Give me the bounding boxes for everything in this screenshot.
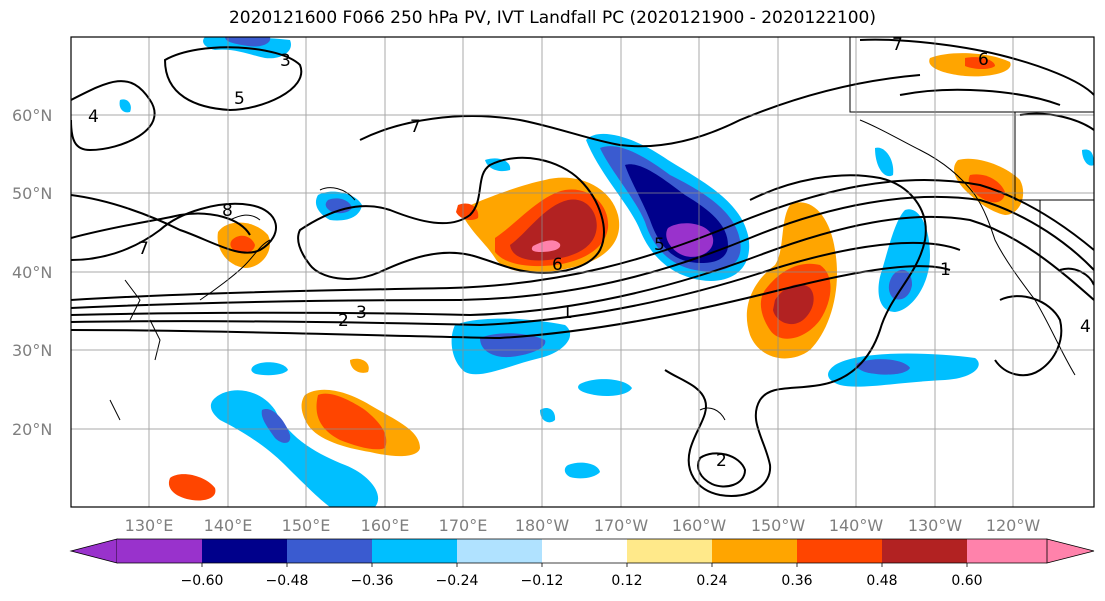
contour-label: 6 — [978, 50, 989, 70]
lon-label-130w: 130°W — [908, 516, 963, 535]
lat-label-30n: 30°N — [12, 341, 52, 360]
colorbar-bin — [202, 539, 287, 563]
colorbar-bin — [712, 539, 797, 563]
contour-label: 5 — [234, 89, 245, 109]
colorbar-bin — [967, 539, 1047, 563]
colorbar-tick-label: −0.36 — [351, 573, 394, 589]
contour-labels: 4 5 3 8 7 7 6 2 3 1 5 1 6 7 2 4 — [88, 35, 1091, 471]
contour-label: 3 — [356, 303, 367, 323]
lon-label-150e: 150°E — [282, 516, 331, 535]
lat-label-20n: 20°N — [12, 420, 52, 439]
colorbar-tick-label: −0.24 — [436, 573, 479, 589]
lon-label-170w: 170°W — [594, 516, 649, 535]
contour-label: 2 — [338, 311, 349, 331]
lon-label-170e: 170°E — [439, 516, 488, 535]
colorbar-tick-label: 0.48 — [866, 573, 897, 589]
contour-label: 8 — [222, 201, 233, 221]
lon-label-140w: 140°W — [829, 516, 884, 535]
map-title: 2020121600 F066 250 hPa PV, IVT Landfall… — [228, 8, 876, 28]
lat-label-50n: 50°N — [12, 184, 52, 203]
contour-label: 7 — [410, 117, 421, 137]
colorbar: −0.60 −0.48 −0.36 −0.24 −0.12 0.12 0.24 … — [69, 538, 1095, 589]
colorbar-tick-label: −0.12 — [521, 573, 564, 589]
lon-label-130e: 130°E — [125, 516, 174, 535]
colorbar-tick-label: 0.24 — [696, 573, 727, 589]
colorbar-tick-label: 0.60 — [951, 573, 982, 589]
latitude-labels: 60°N 50°N 40°N 30°N 20°N — [12, 106, 52, 439]
contour-label: 7 — [138, 239, 149, 259]
contour-label: 1 — [562, 303, 573, 323]
contour-label: 6 — [552, 255, 563, 275]
lat-lon-gridlines — [71, 37, 1094, 507]
colorbar-bin — [882, 539, 967, 563]
colorbar-bin — [287, 539, 372, 563]
contour-label: 1 — [940, 260, 951, 280]
colorbar-bin — [117, 539, 202, 563]
coastlines — [71, 37, 1094, 507]
colorbar-bin — [457, 539, 542, 563]
contour-label: 2 — [716, 451, 727, 471]
lon-label-120w: 120°W — [986, 516, 1041, 535]
contour-label: 7 — [892, 35, 903, 55]
colorbar-bin — [372, 539, 457, 563]
colorbar-ticks — [201, 563, 968, 567]
lon-label-180w: 180°W — [515, 516, 570, 535]
map-frame — [70, 36, 1095, 508]
colorbar-extend-high — [1046, 538, 1095, 564]
contour-label: 3 — [280, 51, 291, 71]
lon-label-160w: 160°W — [672, 516, 727, 535]
longitude-labels: 130°E 140°E 150°E 160°E 170°E 180°W 170°… — [125, 516, 1041, 535]
colorbar-tick-label: −0.60 — [181, 573, 224, 589]
colorbar-tick-label: 0.36 — [781, 573, 812, 589]
colorbar-bin — [797, 539, 882, 563]
colorbar-tick-label: 0.12 — [611, 573, 642, 589]
pv-contours — [71, 38, 1094, 497]
pv-anomaly-shading — [119, 37, 1094, 507]
contour-label: 5 — [654, 235, 665, 255]
contour-label: 4 — [88, 107, 99, 127]
colorbar-bin — [627, 539, 712, 563]
lat-label-60n: 60°N — [12, 106, 52, 125]
lat-label-40n: 40°N — [12, 263, 52, 282]
contour-label: 4 — [1080, 317, 1091, 337]
colorbar-tick-label: −0.48 — [266, 573, 309, 589]
colorbar-extend-low — [69, 538, 118, 564]
lon-label-160e: 160°E — [361, 516, 410, 535]
lon-label-140e: 140°E — [204, 516, 253, 535]
lon-label-150w: 150°W — [751, 516, 806, 535]
colorbar-bin — [542, 539, 627, 563]
